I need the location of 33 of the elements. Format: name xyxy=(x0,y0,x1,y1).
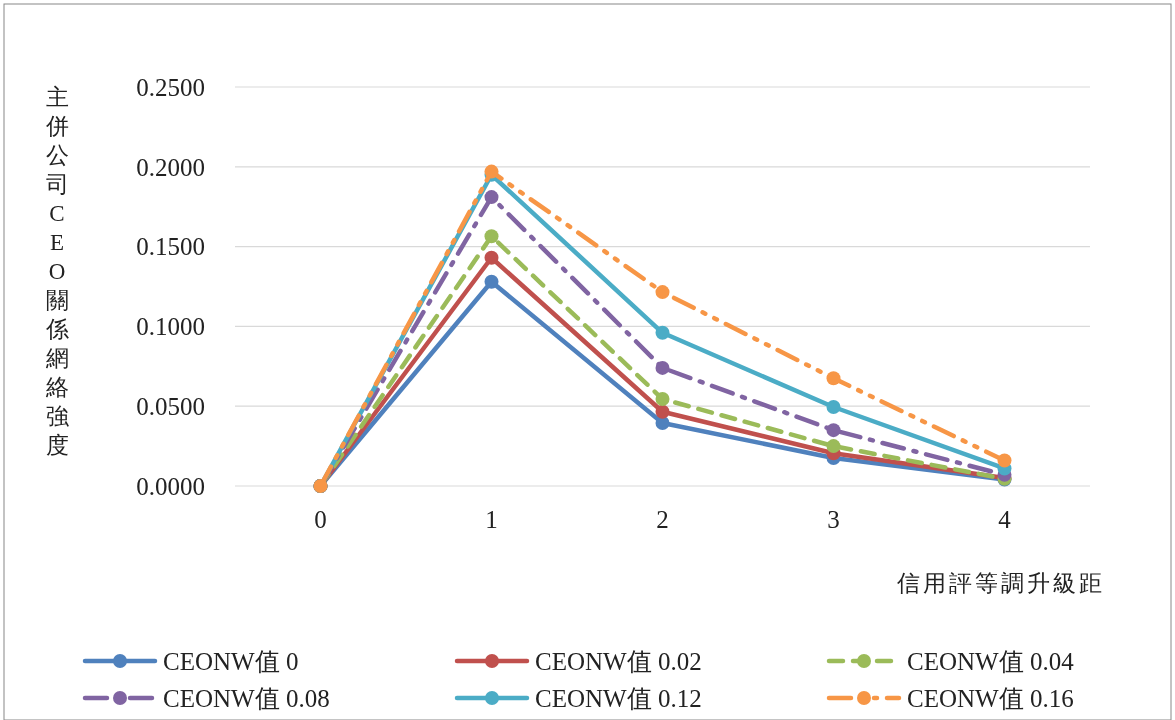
point xyxy=(655,392,670,407)
x-tick-label: 4 xyxy=(998,506,1012,533)
legend-label: CEONW值 0.16 xyxy=(907,684,1074,712)
y-tick-label: 0.0000 xyxy=(136,472,205,500)
point xyxy=(484,229,499,244)
legend-label: CEONW值 0.12 xyxy=(535,684,702,712)
x-tick-label: 2 xyxy=(656,506,669,533)
legend-label: CEONW值 0 xyxy=(163,647,299,675)
text: 主併公司CEO關係網絡強度 xyxy=(45,85,69,458)
x-tick-label: 3 xyxy=(827,506,840,533)
y-tick-label: 0.2000 xyxy=(136,153,205,181)
x-tick-label: 1 xyxy=(485,506,498,533)
point xyxy=(997,453,1012,468)
legend-label: CEONW值 0.02 xyxy=(535,647,702,675)
point xyxy=(655,404,670,419)
point xyxy=(826,423,841,438)
legend-label: CEONW值 0.04 xyxy=(907,647,1075,675)
point xyxy=(826,371,841,386)
point xyxy=(655,285,670,300)
point xyxy=(655,325,670,340)
point xyxy=(484,250,499,265)
y-tick-label: 0.1500 xyxy=(136,233,205,261)
point xyxy=(826,400,841,414)
point xyxy=(484,274,499,289)
x-axis-title: 信用評等調升級距 xyxy=(897,571,1105,596)
point xyxy=(655,360,670,375)
y-tick-label: 0.1000 xyxy=(136,313,205,341)
point xyxy=(826,439,841,454)
legend-label: CEONW值 0.08 xyxy=(163,684,330,712)
y-tick-label: 0.0500 xyxy=(136,392,205,420)
y-tick-label: 0.2500 xyxy=(136,73,205,101)
point xyxy=(484,190,499,205)
x-tick-label: 0 xyxy=(314,506,327,533)
